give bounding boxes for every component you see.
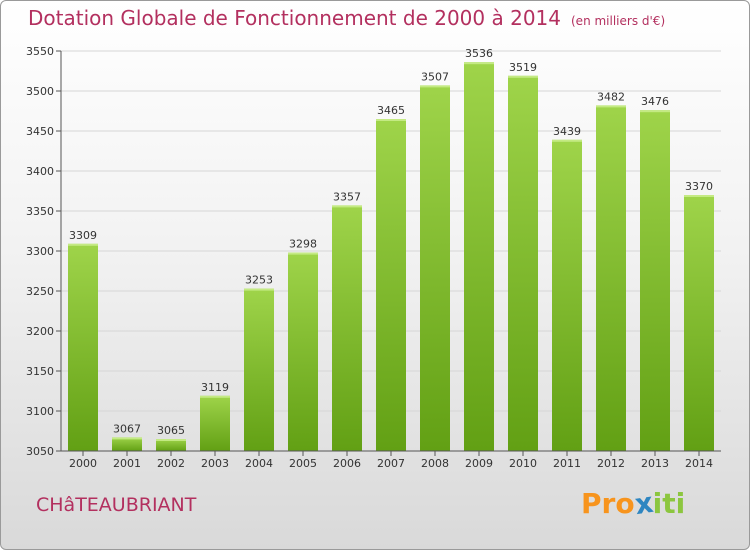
bar-highlight — [332, 205, 362, 208]
data-label-2013: 3476 — [641, 95, 669, 108]
x-tick-label-2014: 2014 — [685, 457, 713, 470]
y-tick-label: 3150 — [26, 365, 54, 378]
bar-2001 — [112, 437, 142, 451]
data-label-2005: 3298 — [289, 238, 317, 251]
x-tick-label-2011: 2011 — [553, 457, 581, 470]
x-tick-label-2012: 2012 — [597, 457, 625, 470]
y-tick-label: 3550 — [26, 45, 54, 58]
y-tick-label: 3500 — [26, 85, 54, 98]
commune-name: CHâTEAUBRIANT — [36, 494, 197, 516]
y-tick-label: 3100 — [26, 405, 54, 418]
bar-2007 — [376, 119, 406, 451]
logo-letter: r — [601, 487, 616, 520]
y-tick-label: 3350 — [26, 205, 54, 218]
x-tick-label-2001: 2001 — [113, 457, 141, 470]
proxiti-logo[interactable]: Proxiti — [581, 485, 686, 522]
x-tick-label-2004: 2004 — [245, 457, 273, 470]
data-label-2012: 3482 — [597, 90, 625, 103]
bar-highlight — [288, 252, 318, 255]
logo-letter: i — [652, 487, 663, 520]
bar-2013 — [640, 110, 670, 451]
data-label-2000: 3309 — [69, 229, 97, 242]
bar-2014 — [684, 195, 714, 451]
x-tick-label-2002: 2002 — [157, 457, 185, 470]
data-label-2011: 3439 — [553, 125, 581, 138]
x-tick-label-2010: 2010 — [509, 457, 537, 470]
bar-2002 — [156, 439, 186, 451]
y-tick-label: 3300 — [26, 245, 54, 258]
logo-letter: o — [615, 487, 635, 520]
bar-highlight — [68, 243, 98, 246]
data-label-2014: 3370 — [685, 180, 713, 193]
bar-highlight — [156, 439, 186, 441]
data-label-2002: 3065 — [157, 424, 185, 437]
x-tick-label-2013: 2013 — [641, 457, 669, 470]
x-tick-label-2003: 2003 — [201, 457, 229, 470]
x-tick-label-2000: 2000 — [69, 457, 97, 470]
logo-letter: t — [662, 487, 676, 520]
bar-2004 — [244, 288, 274, 451]
bar-2006 — [332, 205, 362, 451]
logo-letter: P — [581, 487, 602, 520]
data-label-2006: 3357 — [333, 190, 361, 203]
data-label-2010: 3519 — [509, 61, 537, 74]
bar-2012 — [596, 105, 626, 452]
bar-highlight — [376, 119, 406, 121]
chart-unit: (en milliers d'€) — [571, 14, 666, 28]
y-tick-label: 3050 — [26, 445, 54, 458]
bar-2003 — [200, 395, 230, 451]
logo-letter: i — [675, 487, 686, 520]
x-tick-label-2007: 2007 — [377, 457, 405, 470]
bar-highlight — [420, 85, 450, 88]
bar-2010 — [508, 75, 538, 452]
data-label-2004: 3253 — [245, 274, 273, 287]
bar-highlight — [684, 195, 714, 197]
bar-highlight — [200, 395, 230, 398]
y-tick-label: 3400 — [26, 165, 54, 178]
data-label-2008: 3507 — [421, 70, 449, 83]
bar-highlight — [464, 62, 494, 65]
chart-title-block: Dotation Globale de Fonctionnement de 20… — [28, 6, 665, 30]
y-tick-label: 3200 — [26, 325, 54, 338]
bar-highlight — [640, 110, 670, 113]
bar-2009 — [464, 62, 494, 451]
y-tick-label: 3450 — [26, 125, 54, 138]
bar-2005 — [288, 252, 318, 451]
bar-2008 — [420, 85, 450, 452]
logo-letter: x — [632, 485, 655, 522]
bar-highlight — [112, 437, 142, 440]
bar-highlight — [244, 288, 274, 291]
bar-highlight — [508, 75, 538, 78]
data-label-2009: 3536 — [465, 47, 493, 60]
bar-highlight — [596, 105, 626, 108]
y-tick-label: 3250 — [26, 285, 54, 298]
data-label-2001: 3067 — [113, 422, 141, 435]
x-tick-label-2005: 2005 — [289, 457, 317, 470]
bar-2011 — [552, 139, 582, 452]
bar-highlight — [552, 139, 582, 142]
x-tick-label-2008: 2008 — [421, 457, 449, 470]
chart-title: Dotation Globale de Fonctionnement de 20… — [28, 6, 561, 30]
data-label-2007: 3465 — [377, 104, 405, 117]
x-tick-label-2009: 2009 — [465, 457, 493, 470]
data-label-2003: 3119 — [201, 381, 229, 394]
x-tick-label-2006: 2006 — [333, 457, 361, 470]
bar-2000 — [68, 243, 98, 451]
